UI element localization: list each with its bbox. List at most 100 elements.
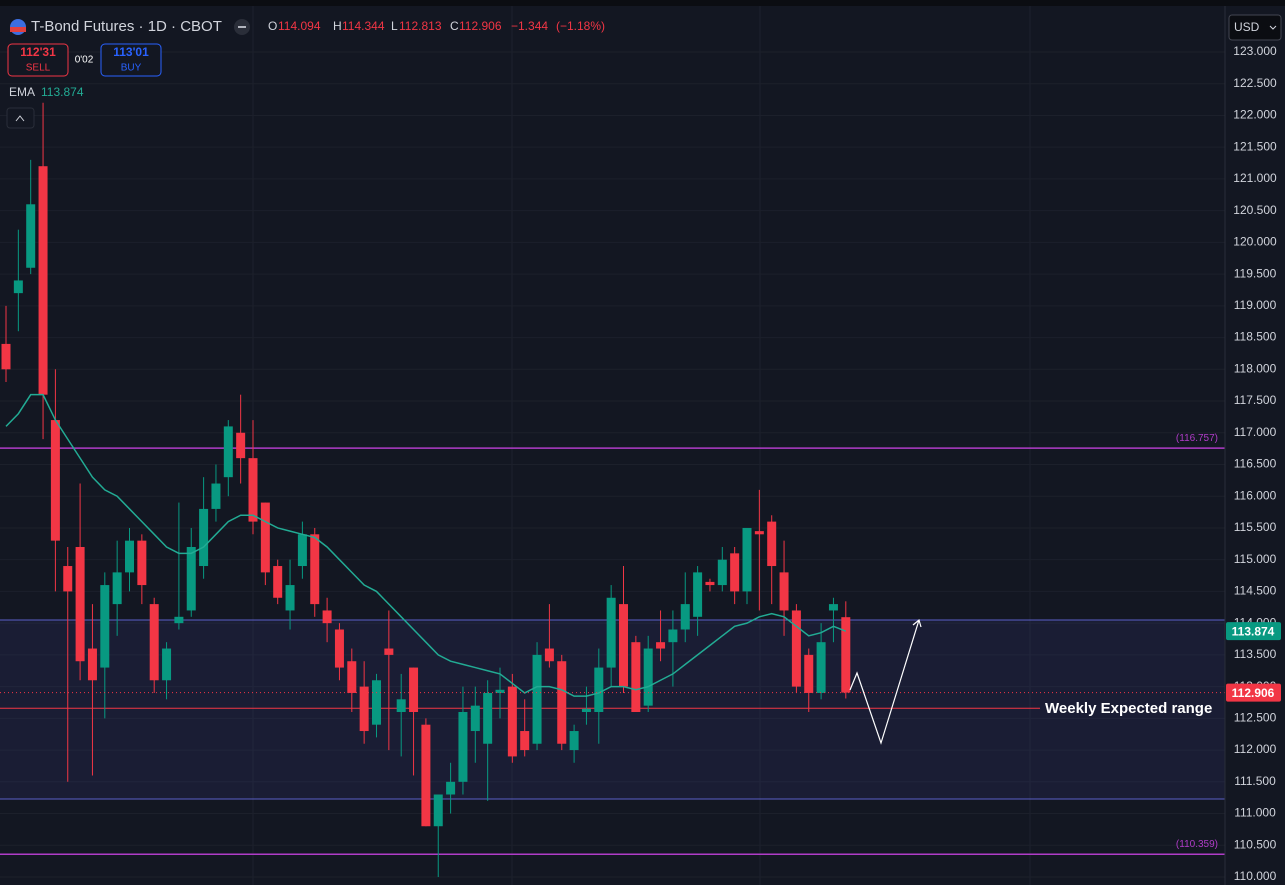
change-pct: (−1.18%) <box>556 19 605 33</box>
candle-body <box>495 689 505 693</box>
candle-body <box>149 604 159 681</box>
y-tick-label: 116.000 <box>1234 488 1277 502</box>
candle-body <box>186 546 196 611</box>
candle-body <box>804 654 814 693</box>
ohlc-label: O <box>268 19 277 33</box>
collapse-icon <box>15 115 25 122</box>
candle-body <box>643 648 653 706</box>
candle-body <box>705 581 715 586</box>
buy-button[interactable] <box>100 43 162 77</box>
ema-line <box>5 393 847 697</box>
y-tick-label: 117.500 <box>1234 393 1277 407</box>
candle-body <box>446 781 456 795</box>
candle-body <box>162 648 172 681</box>
currency: USD <box>1234 20 1260 34</box>
sell-price: 112'31 <box>20 45 56 59</box>
candle-body <box>409 667 419 712</box>
candle-body <box>779 572 789 611</box>
candle-body <box>532 654 542 744</box>
y-tick-label: 110.000 <box>1234 869 1277 883</box>
price-tag <box>1226 683 1281 702</box>
projection-arrow <box>849 619 920 745</box>
y-tick-label: 121.500 <box>1233 139 1277 153</box>
candle-body <box>520 731 530 751</box>
sell-label: SELL <box>26 63 51 74</box>
ohlc-label: L <box>391 19 398 33</box>
y-tick-label: 121.000 <box>1233 171 1277 185</box>
y-tick-label: 111.000 <box>1234 806 1276 820</box>
y-tick-label: 122.500 <box>1233 76 1277 90</box>
y-tick-label: 115.500 <box>1234 520 1277 534</box>
candle-body <box>199 508 209 567</box>
collapse-button[interactable] <box>6 107 35 129</box>
candle-body <box>174 616 184 624</box>
candle-body <box>38 166 48 395</box>
flag-stripe <box>10 27 26 32</box>
sell-button[interactable] <box>7 43 69 77</box>
candle-body <box>680 604 690 630</box>
candle-body <box>322 610 332 624</box>
candle-body <box>310 534 320 605</box>
candle-body <box>458 711 468 782</box>
change: −1.344 <box>511 19 548 33</box>
candle-body <box>1 343 11 370</box>
y-axis: 110.000 110.500 111.000 111.500 112.000 112.5… <box>1226 44 1281 883</box>
candle-body <box>828 604 838 611</box>
candle-body <box>693 572 703 617</box>
candle-body <box>359 686 369 732</box>
indicator-name: EMA <box>9 85 35 99</box>
y-tick-label: 117.000 <box>1234 425 1277 439</box>
candle-body <box>297 534 307 567</box>
candle-body <box>248 458 258 522</box>
symbol-title: T-Bond Futures · 1D · CBOT <box>31 18 222 35</box>
candle-body <box>372 680 381 725</box>
plot: Weekly Expected range (116.757) (110.359) <box>0 51 1225 878</box>
candle-body <box>421 724 431 827</box>
level-label: (116.757) <box>1176 433 1218 444</box>
candle-body <box>285 585 295 611</box>
candle-body <box>569 731 579 751</box>
price-tag-label: 112.906 <box>1232 686 1275 700</box>
candle-body <box>606 597 616 668</box>
candle-body <box>581 708 591 712</box>
indicator-value: 113.874 <box>41 85 84 99</box>
currency-button[interactable] <box>1228 14 1282 41</box>
price-tag <box>1226 622 1281 641</box>
y-tick-label: 118.000 <box>1234 361 1277 375</box>
candle-body <box>87 648 97 681</box>
candle-body <box>619 604 628 687</box>
y-tick-label: 120.500 <box>1233 203 1277 217</box>
candle-body <box>211 483 221 509</box>
range-label: Weekly Expected range <box>1045 700 1212 717</box>
candle-body <box>470 705 480 732</box>
grid <box>252 6 1031 885</box>
y-tick-label: 115.000 <box>1234 552 1277 566</box>
candle-body <box>742 527 752 592</box>
candle-body <box>433 794 443 827</box>
candle-body <box>63 566 73 592</box>
candle-body <box>631 642 641 712</box>
currency-caret <box>1269 25 1277 30</box>
spread: 0'02 <box>75 55 94 66</box>
y-tick-label: 120.000 <box>1233 235 1277 249</box>
y-tick-label: 110.500 <box>1234 837 1277 851</box>
candle-body <box>668 629 678 643</box>
candle-body <box>396 699 406 712</box>
candle-body <box>594 667 604 712</box>
y-tick-label: 114.500 <box>1234 584 1277 598</box>
candle-body <box>483 692 493 744</box>
arrow-head <box>912 618 922 628</box>
candle-body <box>334 629 344 668</box>
candle-body <box>137 540 147 586</box>
y-tick-label: 118.500 <box>1234 330 1277 344</box>
candle-body <box>816 642 826 693</box>
candle-body <box>13 280 23 294</box>
candle-body <box>767 521 777 567</box>
y-tick-label: 116.500 <box>1234 457 1277 471</box>
ohlc-value: 114.094 <box>278 19 321 33</box>
top-bar <box>0 0 1285 6</box>
ohlc-value: 112.906 <box>459 19 502 33</box>
candle-body <box>656 642 666 649</box>
candle-body <box>791 610 801 687</box>
